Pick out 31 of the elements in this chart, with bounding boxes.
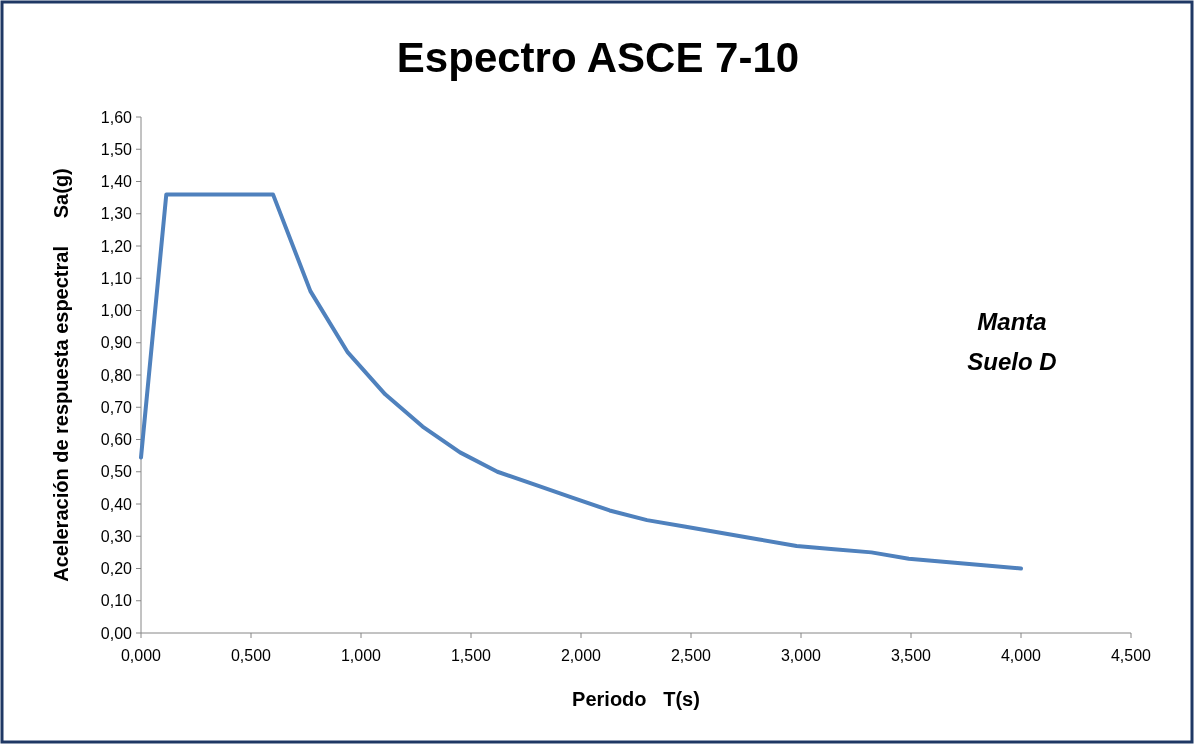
x-tick-label: 4,500 bbox=[1110, 647, 1152, 664]
x-tick-label: 4,000 bbox=[1000, 647, 1042, 664]
y-tick-label: 1,10 bbox=[100, 269, 133, 287]
y-tick-label: 0,20 bbox=[100, 560, 133, 578]
annotation: Manta Suelo D bbox=[967, 308, 1057, 375]
y-tick-label: 0,50 bbox=[100, 463, 133, 481]
x-tick-label: 3,500 bbox=[890, 647, 932, 664]
x-tick-label: 2,500 bbox=[670, 647, 712, 664]
y-tick-label: 0,80 bbox=[100, 366, 133, 384]
y-tick-label: 0,30 bbox=[100, 527, 133, 545]
x-tick-label: 3,000 bbox=[780, 647, 822, 664]
y-tick-label: 0,60 bbox=[100, 431, 133, 449]
y-tick-label: 0,00 bbox=[100, 624, 133, 642]
y-tick-label: 1,30 bbox=[100, 205, 133, 223]
y-tick-label: 1,60 bbox=[100, 108, 133, 126]
x-tick-label: 0,000 bbox=[120, 647, 162, 664]
y-tick-label: 1,50 bbox=[100, 140, 133, 158]
y-tick-label: 0,40 bbox=[100, 495, 133, 513]
y-tick-label: 0,90 bbox=[100, 334, 133, 352]
x-tick-label: 1,000 bbox=[340, 647, 382, 664]
y-tick-label: 1,40 bbox=[100, 173, 133, 191]
chart-title: Espectro ASCE 7-10 bbox=[396, 34, 800, 81]
y-axis-title: Aceleración de respuesta espectral Sa(g) bbox=[50, 168, 72, 582]
x-tick-label: 2,000 bbox=[560, 647, 602, 664]
y-tick-label: 0,10 bbox=[100, 592, 133, 610]
y-tick-label: 0,70 bbox=[100, 398, 133, 416]
y-tick-label: 1,00 bbox=[100, 302, 133, 320]
x-axis-title: Periodo T(s) bbox=[572, 688, 700, 710]
x-tick-label: 1,500 bbox=[450, 647, 492, 664]
y-tick-label: 1,20 bbox=[100, 237, 133, 255]
x-tick-label: 0,500 bbox=[230, 647, 272, 664]
